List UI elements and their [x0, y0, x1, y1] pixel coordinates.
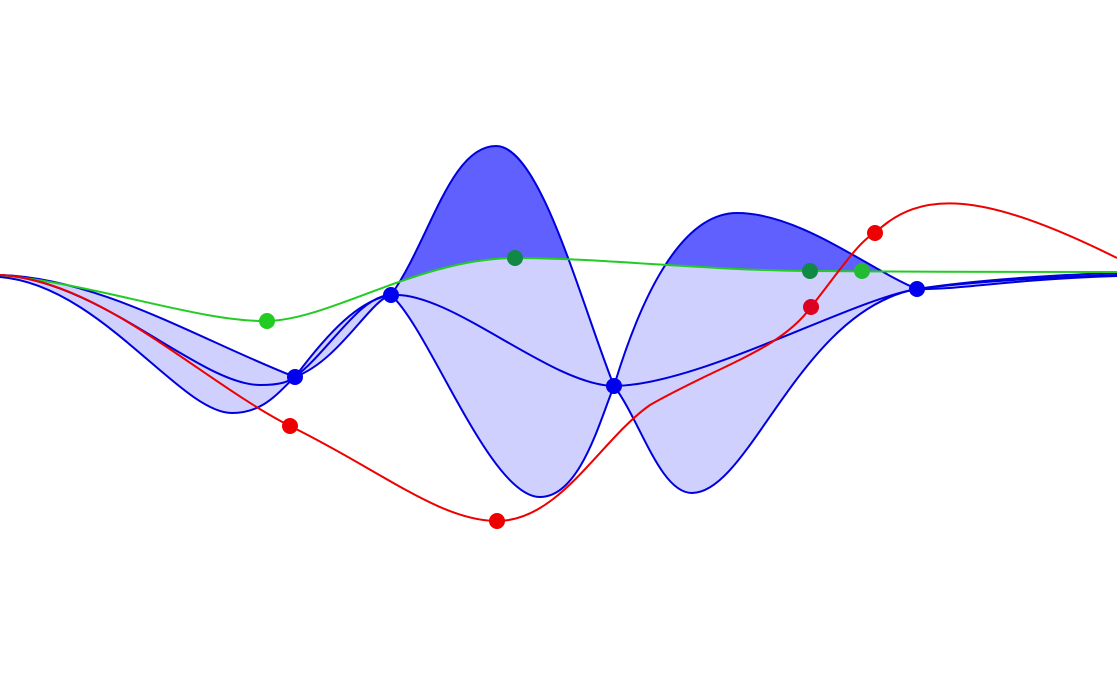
green-point[interactable] — [802, 263, 818, 279]
green-points — [259, 250, 870, 329]
red-points — [282, 225, 883, 529]
red-point[interactable] — [867, 225, 883, 241]
red-point[interactable] — [803, 299, 819, 315]
green-point[interactable] — [854, 263, 870, 279]
blue-point[interactable] — [909, 281, 925, 297]
green-point[interactable] — [507, 250, 523, 266]
green-point[interactable] — [259, 313, 275, 329]
blue-point[interactable] — [383, 287, 399, 303]
blue-point[interactable] — [287, 369, 303, 385]
red-point[interactable] — [489, 513, 505, 529]
blue-point[interactable] — [606, 378, 622, 394]
red-curve — [0, 202, 1117, 523]
blue-points — [287, 281, 925, 394]
red-point[interactable] — [282, 418, 298, 434]
